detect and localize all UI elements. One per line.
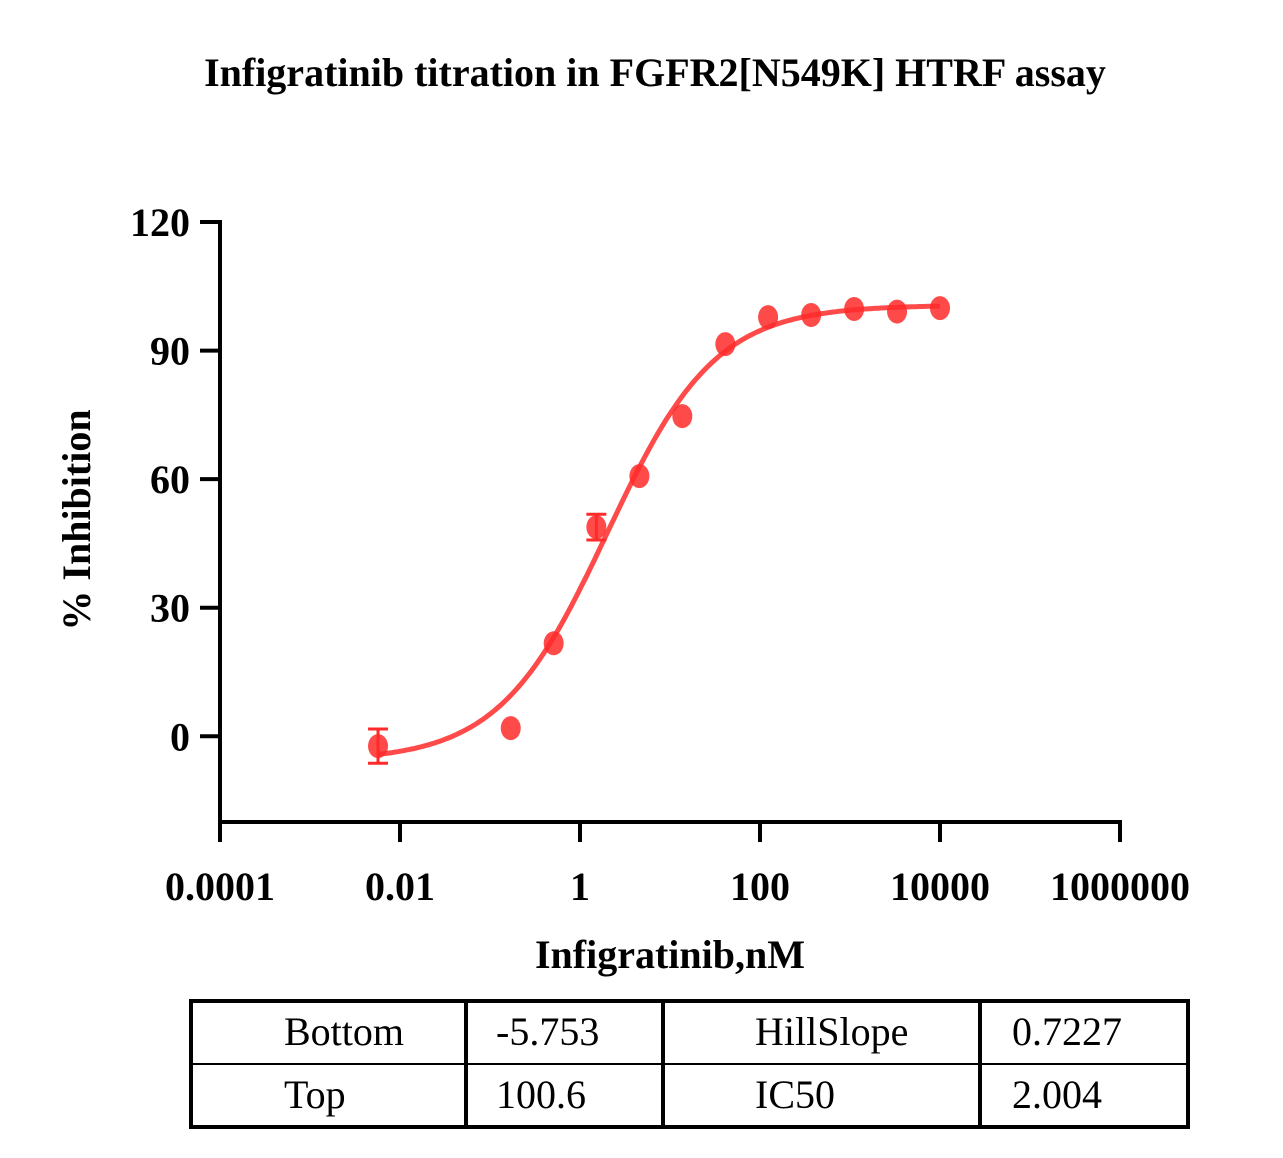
data-point	[586, 515, 607, 540]
table-cell-value: 100.6	[496, 1072, 586, 1117]
data-point	[500, 716, 521, 741]
x-tick-label: 100	[730, 864, 790, 909]
y-tick-label: 0	[170, 714, 190, 759]
x-tick-label: 1000000	[1050, 864, 1190, 909]
data-point	[930, 296, 950, 321]
data-point	[715, 332, 736, 357]
data-point	[758, 305, 779, 330]
table-cell-label: Top	[284, 1072, 346, 1117]
x-axis-label: Infigratinib,nM	[535, 932, 805, 977]
table-cell-label: HillSlope	[755, 1009, 908, 1054]
data-point	[629, 464, 650, 489]
data-point	[844, 297, 865, 321]
chart-title: Infigratinib titration in FGFR2[N549K] H…	[204, 50, 1106, 95]
data-point	[887, 299, 908, 324]
data-point	[801, 303, 822, 327]
y-tick-label: 90	[150, 329, 190, 374]
x-tick-label: 0.01	[365, 864, 435, 909]
y-tick-label: 30	[150, 586, 190, 631]
fit-curve	[377, 303, 941, 757]
x-tick-label: 10000	[890, 864, 990, 909]
data-point	[368, 734, 389, 759]
table-cell-value: -5.753	[496, 1009, 599, 1054]
x-tick-label: 1	[570, 864, 590, 909]
data-point	[543, 631, 564, 656]
y-tick-label: 120	[130, 200, 190, 245]
y-axis-label: % Inhibition	[54, 409, 99, 630]
parameter-table: Bottom -5.753 HillSlope 0.7227 Top 100.6…	[189, 999, 1190, 1129]
table-cell-value: 2.004	[1012, 1072, 1102, 1117]
table-cell-label: IC50	[755, 1072, 835, 1117]
table-cell-label: Bottom	[284, 1009, 404, 1054]
data-point	[672, 404, 693, 429]
table-cell-value: 0.7227	[1012, 1009, 1122, 1054]
x-tick-label: 0.0001	[165, 864, 275, 909]
y-tick-label: 60	[150, 457, 190, 502]
